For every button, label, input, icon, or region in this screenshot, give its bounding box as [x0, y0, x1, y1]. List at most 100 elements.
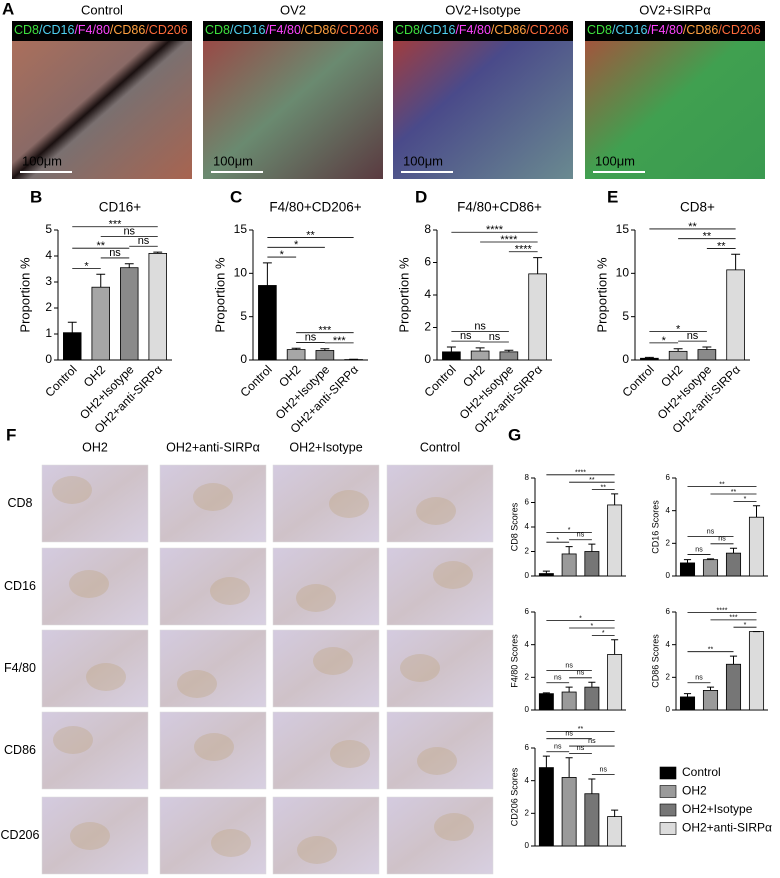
x-tick-label: Control	[421, 362, 458, 399]
error-bar	[729, 547, 738, 554]
significance-label: **	[688, 221, 697, 233]
row-label: CD86	[4, 743, 36, 757]
error-bar	[588, 543, 596, 552]
y-axis-label: CD8 Scores	[509, 502, 519, 551]
y-axis-label: Proportion %	[212, 257, 227, 333]
ihc-image	[386, 629, 494, 708]
significance-label: *	[602, 630, 605, 637]
error-bar	[542, 755, 550, 768]
significance-label: *	[662, 335, 667, 347]
significance-label: *	[744, 496, 747, 503]
y-tick-label: 4	[525, 776, 530, 785]
stain-region	[400, 654, 440, 682]
bar	[748, 516, 765, 577]
stain-name: /F4/80	[455, 23, 490, 37]
stain-region	[330, 740, 370, 768]
image-title: OV2	[280, 2, 306, 17]
stain-region	[194, 733, 234, 761]
stain-region	[86, 663, 126, 691]
stain-name: /CD86	[683, 23, 718, 37]
significance-label: ns	[109, 247, 121, 259]
error-bar	[446, 346, 456, 352]
bar	[258, 285, 277, 361]
stain-legend-bg	[585, 21, 765, 41]
legend-label: OH2+Isotype	[682, 802, 753, 816]
panel-letter: G	[508, 425, 521, 444]
bar	[726, 269, 745, 361]
stain-name: /CD206	[526, 23, 568, 37]
stain-region	[53, 726, 93, 754]
y-axis-label: CD206 Scores	[509, 767, 519, 826]
y-axis-label: CD16 Scores	[650, 500, 660, 554]
y-tick-label: 6	[525, 607, 530, 616]
significance-label: ****	[500, 234, 518, 246]
error-bar	[588, 681, 596, 688]
significance-label: ****	[717, 607, 728, 614]
stain-region	[296, 584, 336, 612]
bar	[528, 273, 547, 361]
stain-region	[69, 570, 109, 598]
error-bar	[504, 349, 514, 352]
image-title: OV2+Isotype	[445, 2, 521, 17]
stain-name: CD8	[205, 23, 230, 37]
stain-legend-bg	[12, 21, 192, 41]
bar	[538, 693, 554, 711]
panel-letter: A	[2, 0, 14, 18]
error-bar	[644, 356, 654, 359]
stain-name: /CD86	[301, 23, 336, 37]
bar	[499, 351, 519, 361]
error-bar	[67, 321, 77, 333]
significance-label: **	[601, 484, 607, 491]
stain-region	[177, 670, 217, 698]
stain-name: /CD86	[110, 23, 145, 37]
error-bar	[683, 693, 692, 697]
y-tick-label: 2	[424, 320, 431, 334]
significance-label: *	[579, 616, 582, 623]
bar	[91, 286, 110, 361]
stain-region	[416, 497, 456, 525]
ihc-image	[159, 464, 267, 543]
fluorescence-image	[585, 21, 765, 179]
y-axis-label: Proportion %	[17, 257, 32, 333]
y-tick-label: 1	[45, 326, 52, 340]
significance-label: **	[96, 240, 105, 252]
bar	[584, 686, 600, 711]
significance-label: ns	[554, 744, 562, 751]
y-tick-label: 0	[525, 571, 530, 580]
y-tick-label: 2	[666, 538, 671, 547]
error-bar	[565, 757, 573, 778]
significance-label: **	[719, 482, 725, 489]
stain-region	[210, 577, 250, 605]
y-tick-label: 0	[666, 705, 671, 714]
significance-label: ns	[718, 536, 726, 543]
significance-label: ns	[707, 528, 715, 535]
bar	[63, 332, 82, 361]
ihc-image	[41, 464, 149, 543]
significance-label: *	[556, 537, 559, 544]
stain-name: /CD206	[336, 23, 378, 37]
stain-name: /CD206	[718, 23, 760, 37]
error-bar	[291, 347, 301, 350]
significance-label: ns	[565, 731, 573, 738]
y-tick-label: 6	[424, 255, 431, 269]
stain-name: /CD206	[145, 23, 187, 37]
significance-label: **	[717, 240, 726, 252]
bar	[725, 552, 742, 577]
bar	[679, 696, 696, 711]
legend-label: OH2+anti-SIRPα	[682, 821, 772, 835]
bar	[748, 631, 765, 711]
panel-letter: E	[607, 187, 618, 206]
bar	[538, 767, 554, 847]
ihc-image	[159, 711, 267, 790]
stain-region	[52, 476, 92, 504]
legend-label: Control	[682, 765, 721, 779]
stain-name: /CD16	[612, 23, 647, 37]
bar	[607, 654, 623, 711]
fluorescence-image	[203, 21, 383, 179]
legend-swatch	[659, 822, 677, 835]
bar	[697, 349, 717, 361]
significance-label: *	[676, 323, 681, 335]
significance-label: ns	[695, 675, 703, 682]
ihc-image	[272, 547, 380, 626]
